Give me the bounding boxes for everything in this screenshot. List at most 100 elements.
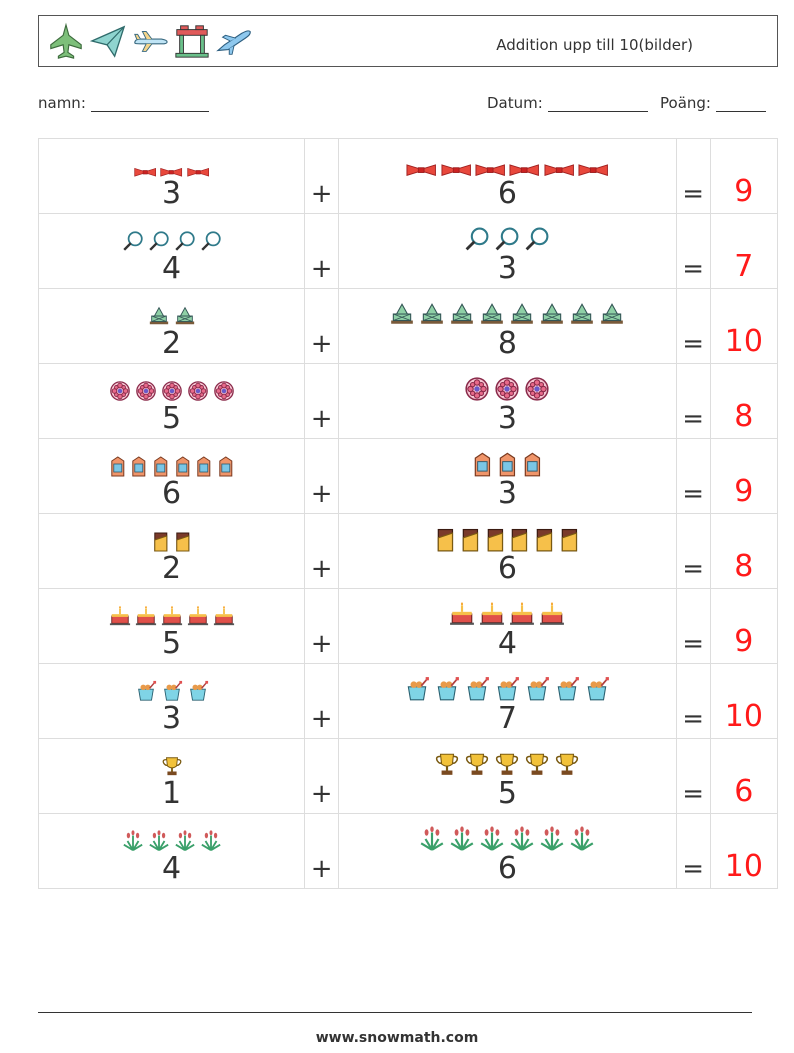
flower-icon — [187, 380, 209, 402]
airplane-icon — [134, 31, 168, 52]
addend-b-pictures — [339, 293, 675, 327]
ship-icon — [389, 301, 415, 327]
magnifier-icon — [464, 226, 490, 252]
answer-cell[interactable]: 10 — [709, 288, 779, 364]
flower-icon — [161, 380, 183, 402]
plus-cell: + — [304, 513, 340, 589]
problem-row: 6 + 3 = 9 — [37, 438, 779, 514]
answer-value: 9 — [734, 174, 754, 209]
plant-icon — [479, 826, 505, 852]
plus-sign: + — [310, 704, 333, 734]
answer-cell[interactable]: 9 — [709, 438, 779, 514]
answer-cell[interactable]: 9 — [709, 138, 779, 214]
cake-icon — [479, 601, 505, 627]
plus-sign: + — [310, 254, 333, 284]
plus-sign: + — [310, 479, 333, 509]
addend-b-cell: 6 — [338, 513, 677, 589]
answer-cell[interactable]: 9 — [709, 588, 779, 664]
footer-divider — [38, 1012, 752, 1013]
name-line — [90, 95, 209, 112]
equals-cell: = — [675, 438, 711, 514]
ship-icon — [479, 301, 505, 327]
plus-sign: + — [310, 554, 333, 584]
addend-b-cell: 4 — [338, 588, 677, 664]
addend-a-number: 5 — [161, 626, 182, 661]
addend-b-number: 5 — [497, 776, 517, 811]
plus-sign: + — [310, 779, 333, 809]
answer-cell[interactable]: 6 — [709, 738, 779, 814]
addend-a-cell: 3 — [37, 138, 306, 214]
plus-cell: + — [304, 738, 340, 814]
trophy-icon — [554, 751, 580, 777]
cake-icon — [161, 605, 183, 627]
addend-a-number: 5 — [161, 401, 182, 436]
bow-tie-icon — [509, 163, 540, 177]
addend-b-number: 3 — [497, 401, 517, 436]
addend-a-pictures — [39, 743, 304, 777]
ship-icon — [539, 301, 565, 327]
plant-icon — [122, 830, 144, 852]
trophy-icon — [494, 751, 520, 777]
plant-icon — [174, 830, 196, 852]
chocolate-icon — [559, 526, 580, 552]
problems-table: 3 + 6 = 9 4 + 3 = 7 2 + 8 = 10 — [37, 138, 779, 889]
answer-value: 8 — [734, 549, 754, 584]
addend-a-pictures — [39, 818, 304, 852]
magnifier-icon — [174, 230, 196, 252]
flower-icon — [464, 376, 490, 402]
answer-cell[interactable]: 8 — [709, 363, 779, 439]
chocolate-icon — [435, 526, 456, 552]
chocolate-icon — [460, 526, 481, 552]
equals-sign: = — [682, 629, 705, 659]
name-label: namn: — [38, 94, 86, 112]
addend-a-pictures — [39, 668, 304, 702]
paper-plane-icon — [89, 25, 126, 58]
answer-cell[interactable]: 8 — [709, 513, 779, 589]
plant-icon — [539, 826, 565, 852]
plus-cell: + — [304, 663, 340, 739]
addend-b-cell: 3 — [338, 213, 677, 289]
bow-tie-icon — [578, 163, 609, 177]
worksheet-title: Addition upp till 10(bilder) — [496, 36, 693, 54]
ship-icon — [148, 305, 170, 327]
equals-cell: = — [675, 663, 711, 739]
trophy-icon — [434, 751, 460, 777]
addend-a-number: 2 — [161, 326, 182, 361]
trophy-icon — [161, 755, 183, 777]
addend-b-cell: 8 — [338, 288, 677, 364]
answer-value: 10 — [724, 324, 763, 359]
addend-b-pictures — [339, 368, 675, 402]
plus-sign: + — [310, 854, 333, 884]
cake-icon — [135, 605, 157, 627]
answer-cell[interactable]: 7 — [709, 213, 779, 289]
addend-b-number: 3 — [497, 251, 517, 286]
addend-a-pictures — [39, 518, 304, 552]
addend-b-pictures — [339, 743, 675, 777]
problem-row: 5 + 3 = 8 — [37, 363, 779, 439]
header-icons — [47, 21, 253, 63]
name-field[interactable]: namn: — [38, 94, 209, 112]
addend-a-cell: 3 — [37, 663, 306, 739]
addend-a-cell: 5 — [37, 588, 306, 664]
milk-carton-icon — [109, 455, 127, 477]
addend-a-pictures — [39, 293, 304, 327]
addend-a-number: 3 — [161, 701, 182, 736]
addend-b-pictures — [339, 443, 675, 477]
answer-cell[interactable]: 10 — [709, 813, 779, 889]
bucket-icon — [464, 676, 490, 702]
answer-cell[interactable]: 10 — [709, 663, 779, 739]
score-label: Poäng: — [660, 94, 711, 112]
addend-b-number: 6 — [497, 851, 517, 886]
footer-url: www.snowmath.com — [315, 1030, 479, 1046]
bucket-icon — [135, 680, 157, 702]
bucket-icon — [524, 676, 550, 702]
date-field[interactable]: Datum: — [487, 94, 648, 112]
addend-b-pictures — [339, 518, 675, 552]
equals-cell: = — [675, 813, 711, 889]
date-label: Datum: — [487, 94, 543, 112]
score-field[interactable]: Poäng: — [660, 94, 766, 112]
addend-a-cell: 4 — [37, 813, 306, 889]
chocolate-icon — [485, 526, 506, 552]
answer-value: 6 — [734, 774, 754, 809]
bow-tie-icon — [544, 163, 574, 177]
